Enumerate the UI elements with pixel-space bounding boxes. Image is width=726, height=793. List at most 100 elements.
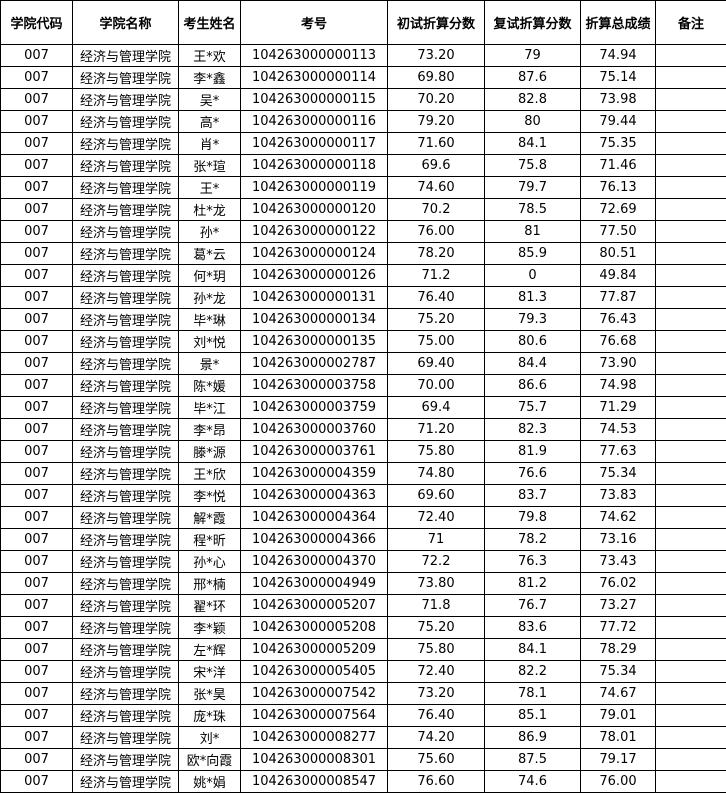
cell-prelim-score: 71 <box>387 528 485 551</box>
cell-remarks <box>655 440 726 463</box>
table-row: 007 经济与管理学院 陈*媛 104263000003758 70.00 86.6 74.… <box>0 374 726 397</box>
cell-total-score: 76.68 <box>580 330 656 353</box>
cell-prelim-score: 69.80 <box>387 66 485 89</box>
cell-exam-id: 104263000000124 <box>240 242 388 265</box>
cell-exam-id: 104263000000119 <box>240 176 388 199</box>
cell-college-code: 007 <box>0 462 73 485</box>
cell-remarks <box>655 748 726 771</box>
cell-exam-id: 104263000005405 <box>240 660 388 683</box>
cell-college-code: 007 <box>0 638 73 661</box>
cell-prelim-score: 71.8 <box>387 594 485 617</box>
cell-prelim-score: 75.00 <box>387 330 485 353</box>
cell-exam-id: 104263000004363 <box>240 484 388 507</box>
table-row: 007 经济与管理学院 李*昂 104263000003760 71.20 82.3 74.… <box>0 418 726 441</box>
cell-remarks <box>655 88 726 111</box>
cell-retest-score: 79.3 <box>484 308 581 331</box>
cell-retest-score: 81.2 <box>484 572 581 595</box>
cell-exam-id: 104263000008547 <box>240 770 388 793</box>
cell-college-name: 经济与管理学院 <box>72 506 179 529</box>
cell-remarks <box>655 198 726 221</box>
cell-total-score: 73.90 <box>580 352 656 375</box>
cell-remarks <box>655 550 726 573</box>
cell-total-score: 80.51 <box>580 242 656 265</box>
cell-college-name: 经济与管理学院 <box>72 198 179 221</box>
cell-prelim-score: 72.40 <box>387 660 485 683</box>
cell-retest-score: 75.7 <box>484 396 581 419</box>
cell-total-score: 73.27 <box>580 594 656 617</box>
cell-exam-id: 104263000000135 <box>240 330 388 353</box>
cell-retest-score: 76.7 <box>484 594 581 617</box>
cell-prelim-score: 72.40 <box>387 506 485 529</box>
cell-total-score: 77.72 <box>580 616 656 639</box>
cell-candidate-name: 肖* <box>178 132 241 155</box>
cell-exam-id: 104263000000113 <box>240 44 388 67</box>
cell-prelim-score: 73.20 <box>387 44 485 67</box>
cell-prelim-score: 74.80 <box>387 462 485 485</box>
cell-total-score: 76.43 <box>580 308 656 331</box>
cell-college-code: 007 <box>0 572 73 595</box>
cell-candidate-name: 高* <box>178 110 241 133</box>
cell-exam-id: 104263000003758 <box>240 374 388 397</box>
cell-college-name: 经济与管理学院 <box>72 726 179 749</box>
cell-total-score: 75.34 <box>580 462 656 485</box>
cell-retest-score: 82.3 <box>484 418 581 441</box>
cell-candidate-name: 刘*悦 <box>178 330 241 353</box>
cell-retest-score: 84.1 <box>484 132 581 155</box>
cell-college-name: 经济与管理学院 <box>72 44 179 67</box>
cell-college-code: 007 <box>0 308 73 331</box>
cell-college-name: 经济与管理学院 <box>72 308 179 331</box>
cell-retest-score: 75.8 <box>484 154 581 177</box>
cell-retest-score: 85.9 <box>484 242 581 265</box>
cell-exam-id: 104263000008301 <box>240 748 388 771</box>
cell-total-score: 75.34 <box>580 660 656 683</box>
cell-total-score: 74.53 <box>580 418 656 441</box>
cell-total-score: 71.46 <box>580 154 656 177</box>
cell-candidate-name: 杜*龙 <box>178 198 241 221</box>
cell-total-score: 79.44 <box>580 110 656 133</box>
table-row: 007 经济与管理学院 滕*源 104263000003761 75.80 81.9 77.… <box>0 440 726 463</box>
cell-remarks <box>655 220 726 243</box>
cell-prelim-score: 72.2 <box>387 550 485 573</box>
cell-remarks <box>655 44 726 67</box>
cell-prelim-score: 76.40 <box>387 704 485 727</box>
cell-remarks <box>655 484 726 507</box>
cell-exam-id: 104263000000126 <box>240 264 388 287</box>
table-row: 007 经济与管理学院 景* 104263000002787 69.40 84.4 73.9… <box>0 352 726 375</box>
header-exam-id: 考号 <box>240 0 388 45</box>
cell-remarks <box>655 352 726 375</box>
table-row: 007 经济与管理学院 解*霞 104263000004364 72.40 79.8 74.… <box>0 506 726 529</box>
cell-college-name: 经济与管理学院 <box>72 484 179 507</box>
table-row: 007 经济与管理学院 孙*心 104263000004370 72.2 76.3 73.4… <box>0 550 726 573</box>
cell-prelim-score: 73.80 <box>387 572 485 595</box>
cell-college-code: 007 <box>0 396 73 419</box>
cell-exam-id: 104263000004366 <box>240 528 388 551</box>
cell-retest-score: 87.6 <box>484 66 581 89</box>
cell-candidate-name: 刘* <box>178 726 241 749</box>
cell-total-score: 77.63 <box>580 440 656 463</box>
header-college-name: 学院名称 <box>72 0 179 45</box>
table-row: 007 经济与管理学院 左*辉 104263000005209 75.80 84.1 78.… <box>0 638 726 661</box>
cell-retest-score: 0 <box>484 264 581 287</box>
cell-retest-score: 84.1 <box>484 638 581 661</box>
cell-college-code: 007 <box>0 286 73 309</box>
cell-remarks <box>655 286 726 309</box>
cell-college-name: 经济与管理学院 <box>72 704 179 727</box>
cell-prelim-score: 75.80 <box>387 638 485 661</box>
cell-college-code: 007 <box>0 88 73 111</box>
cell-college-code: 007 <box>0 506 73 529</box>
cell-college-name: 经济与管理学院 <box>72 154 179 177</box>
cell-college-code: 007 <box>0 682 73 705</box>
cell-candidate-name: 何*玥 <box>178 264 241 287</box>
cell-candidate-name: 孙* <box>178 220 241 243</box>
cell-college-name: 经济与管理学院 <box>72 660 179 683</box>
cell-total-score: 76.13 <box>580 176 656 199</box>
cell-college-code: 007 <box>0 66 73 89</box>
cell-college-name: 经济与管理学院 <box>72 330 179 353</box>
cell-total-score: 79.01 <box>580 704 656 727</box>
cell-retest-score: 81.3 <box>484 286 581 309</box>
table-row: 007 经济与管理学院 杜*龙 104263000000120 70.2 78.5 72.6… <box>0 198 726 221</box>
cell-candidate-name: 解*霞 <box>178 506 241 529</box>
cell-remarks <box>655 660 726 683</box>
cell-total-score: 74.62 <box>580 506 656 529</box>
cell-remarks <box>655 154 726 177</box>
